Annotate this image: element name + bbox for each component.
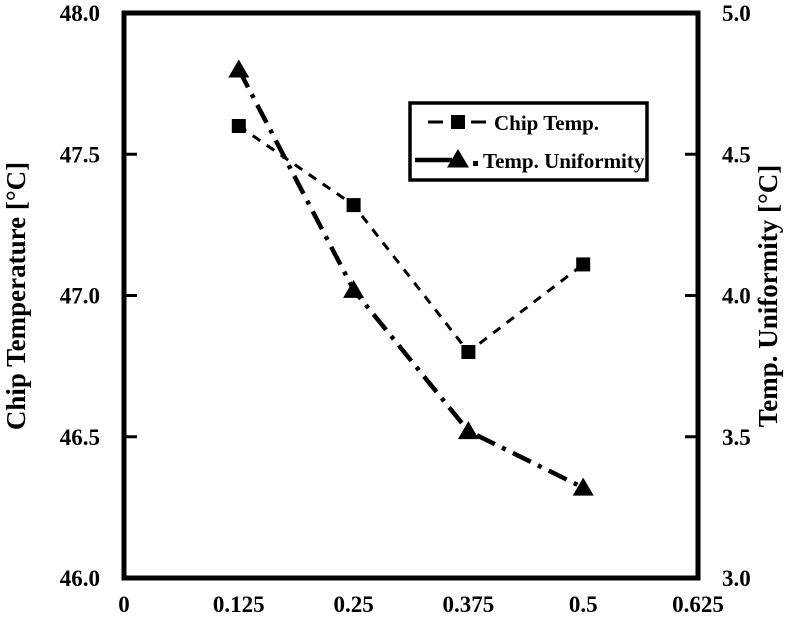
dash-dot-sample-dot <box>473 161 478 166</box>
right-axis-title: Temp. Uniformity [°C] <box>753 165 783 428</box>
legend-item-temp-uniformity: Temp. Uniformity <box>415 149 645 173</box>
right-axis-tick-label: 3.5 <box>722 425 751 450</box>
left-axis-title: Chip Temperature [°C] <box>1 162 31 430</box>
temp-uniformity-line <box>236 68 585 490</box>
x-axis-tick-label: 0.375 <box>443 592 495 617</box>
temp-uniformity-point <box>572 477 594 496</box>
temp-uniformity-point <box>457 421 479 440</box>
right-axis-tick-label: 4.5 <box>722 142 751 167</box>
left-axis-tick-label: 47.0 <box>60 284 100 309</box>
chip-temp-line <box>237 124 585 355</box>
right-axis-tick-label: 3.0 <box>722 566 751 591</box>
left-axis-tick-label: 47.5 <box>60 142 100 167</box>
left-axis-tick-label: 46.0 <box>60 566 100 591</box>
chip-temp-point <box>231 119 246 133</box>
chip-temp-point <box>576 257 591 272</box>
x-axis-tick-label: 0 <box>118 592 130 617</box>
legend-label-chip-temp: Chip Temp. <box>494 111 599 135</box>
legend: Chip Temp. Temp. Uniformity <box>408 101 649 182</box>
legend-item-chip-temp: Chip Temp. <box>428 111 599 135</box>
chip-temp-point <box>461 345 476 359</box>
x-axis-tick-label: 0.625 <box>672 592 724 617</box>
x-axis-tick-label: 0.25 <box>333 592 373 617</box>
left-axis-tick-label: 48.0 <box>60 1 100 26</box>
square-marker-icon <box>451 115 465 129</box>
triangle-marker-icon <box>447 149 469 168</box>
legend-label-temp-uniformity: Temp. Uniformity <box>483 149 645 173</box>
x-axis-tick-label: 0.5 <box>569 592 598 617</box>
chip-temp-point <box>346 198 361 213</box>
plot-area: 46.0 46.5 47.0 47.5 48.0 3.0 3.5 4.0 4.5 5.0 0 0.12… <box>60 1 751 617</box>
x-axis-tick-label: 0.125 <box>213 592 265 617</box>
temp-uniformity-point <box>343 279 365 298</box>
left-axis-tick-label: 46.5 <box>60 425 100 450</box>
plot-frame <box>121 10 701 581</box>
right-axis-tick-label: 4.0 <box>722 284 751 309</box>
temp-uniformity-point <box>228 59 250 78</box>
right-axis-tick-label: 5.0 <box>722 1 751 26</box>
